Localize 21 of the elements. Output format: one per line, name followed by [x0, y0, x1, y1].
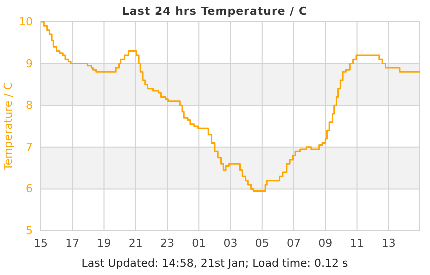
- x-tick-label: 07: [287, 236, 302, 250]
- x-tick-label: 11: [350, 236, 364, 250]
- text: Last Updated: 14:58, 21st Jan; Load time: 0.12 s: [82, 257, 349, 270]
- x-tick-label: 21: [128, 236, 143, 250]
- x-tick-label: 01: [192, 236, 206, 250]
- y-tick-label: 10: [19, 16, 33, 29]
- y-axis-title: Temperature / C: [2, 82, 15, 172]
- y-tick-label: 7: [26, 140, 33, 154]
- x-tick-label: 17: [66, 236, 80, 250]
- x-tick-label: 15: [34, 236, 48, 250]
- x-tick-label: 23: [160, 236, 175, 250]
- y-tick-label: 9: [26, 57, 33, 70]
- chart-title: Last 24 hrs Temperature / C: [122, 5, 308, 18]
- x-tick-label: 09: [318, 236, 333, 250]
- y-tick-label: 5: [26, 224, 33, 238]
- x-tick-label: 05: [255, 236, 270, 250]
- x-tick-label: 03: [224, 236, 238, 250]
- y-tick-label: 8: [26, 99, 33, 112]
- x-tick-label: 13: [382, 236, 396, 250]
- x-tick-label: 19: [97, 236, 112, 250]
- y-tick-label: 6: [26, 182, 33, 196]
